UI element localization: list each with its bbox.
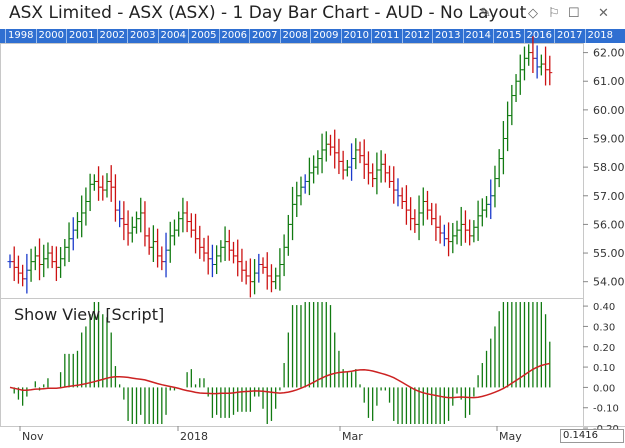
year-label[interactable]: 2018 bbox=[587, 30, 613, 41]
year-tick bbox=[401, 29, 403, 43]
diamond-icon[interactable]: ◇ bbox=[528, 5, 538, 20]
year-label[interactable]: 2003 bbox=[130, 30, 156, 41]
year-tick bbox=[157, 29, 159, 43]
year-label[interactable]: 2014 bbox=[465, 30, 491, 41]
year-label[interactable]: 2016 bbox=[526, 30, 552, 41]
indicator-y-tick-label: 0.40 bbox=[593, 302, 615, 313]
year-tick bbox=[188, 29, 189, 43]
year-tick bbox=[249, 29, 250, 43]
value-input[interactable]: 0.1416 bbox=[560, 429, 624, 443]
x-axis-label: 2018 bbox=[180, 430, 208, 443]
year-label[interactable]: 2011 bbox=[374, 30, 400, 41]
indicator-y-tick-label: 0.10 bbox=[593, 363, 615, 374]
bell-icon[interactable]: ⚐ bbox=[548, 5, 560, 20]
year-label[interactable]: 2008 bbox=[282, 30, 308, 41]
year-tick bbox=[371, 29, 372, 43]
year-tick bbox=[432, 29, 433, 43]
indicator-y-tick-label: 0.00 bbox=[593, 383, 615, 394]
year-tick bbox=[218, 29, 220, 43]
window-title: ASX Limited - ASX (ASX) - 1 Day Bar Char… bbox=[9, 3, 527, 23]
year-label[interactable]: 1998 bbox=[8, 30, 34, 41]
x-axis-label: May bbox=[499, 430, 522, 443]
year-tick bbox=[523, 29, 525, 43]
year-label[interactable]: 2006 bbox=[221, 30, 247, 41]
year-tick bbox=[66, 29, 67, 43]
x-axis-label: Mar bbox=[342, 430, 363, 443]
price-y-tick-label: 55.00 bbox=[593, 247, 625, 260]
year-tick bbox=[5, 29, 6, 43]
window-icon[interactable]: ☐ bbox=[568, 5, 580, 20]
year-label[interactable]: 2013 bbox=[435, 30, 461, 41]
year-tick bbox=[127, 29, 128, 43]
indicator-pane-label: Show View [Script] bbox=[14, 305, 165, 324]
price-y-tick-label: 58.00 bbox=[593, 161, 625, 174]
year-tick bbox=[35, 29, 37, 43]
edit-pencil-icon[interactable]: ✎ bbox=[480, 5, 491, 20]
close-icon[interactable]: ✕ bbox=[598, 5, 609, 20]
price-y-tick-label: 60.00 bbox=[593, 104, 625, 117]
x-axis-label: Nov bbox=[22, 430, 44, 443]
year-label[interactable]: 2017 bbox=[557, 30, 583, 41]
year-label[interactable]: 2015 bbox=[496, 30, 522, 41]
price-y-tick-label: 61.00 bbox=[593, 75, 625, 88]
year-tick bbox=[462, 29, 464, 43]
price-y-tick-label: 59.00 bbox=[593, 133, 625, 146]
year-tick bbox=[584, 29, 586, 43]
year-navigator-bar[interactable]: 1998 2000 2001 2002 2003 2004 2005 2006 2007 2008… bbox=[0, 29, 625, 43]
indicator-signal-line bbox=[9, 362, 550, 399]
title-bar: ASX Limited - ASX (ASX) - 1 Day Bar Char… bbox=[0, 0, 625, 28]
year-tick bbox=[279, 29, 281, 43]
year-label[interactable]: 2005 bbox=[191, 30, 217, 41]
price-y-tick-label: 57.00 bbox=[593, 190, 625, 203]
price-y-tick-label: 54.00 bbox=[593, 276, 625, 289]
year-tick bbox=[96, 29, 98, 43]
year-label[interactable]: 2000 bbox=[38, 30, 64, 41]
price-y-tick-label: 56.00 bbox=[593, 218, 625, 231]
year-label[interactable]: 2007 bbox=[252, 30, 278, 41]
indicator-y-tick-label: 0.30 bbox=[593, 322, 615, 333]
year-tick bbox=[310, 29, 311, 43]
price-y-tick-label: 62.00 bbox=[593, 47, 625, 60]
year-tick bbox=[493, 29, 494, 43]
year-label[interactable]: 2012 bbox=[404, 30, 430, 41]
year-label[interactable]: 2001 bbox=[69, 30, 95, 41]
year-label[interactable]: 2002 bbox=[99, 30, 125, 41]
year-label[interactable]: 2010 bbox=[343, 30, 369, 41]
year-label[interactable]: 2004 bbox=[160, 30, 186, 41]
indicator-y-tick-label: -0.10 bbox=[593, 404, 619, 415]
year-tick bbox=[340, 29, 342, 43]
price-pane-frame bbox=[0, 43, 584, 299]
year-label[interactable]: 2009 bbox=[313, 30, 339, 41]
indicator-y-tick-label: 0.20 bbox=[593, 343, 615, 354]
year-tick bbox=[554, 29, 555, 43]
